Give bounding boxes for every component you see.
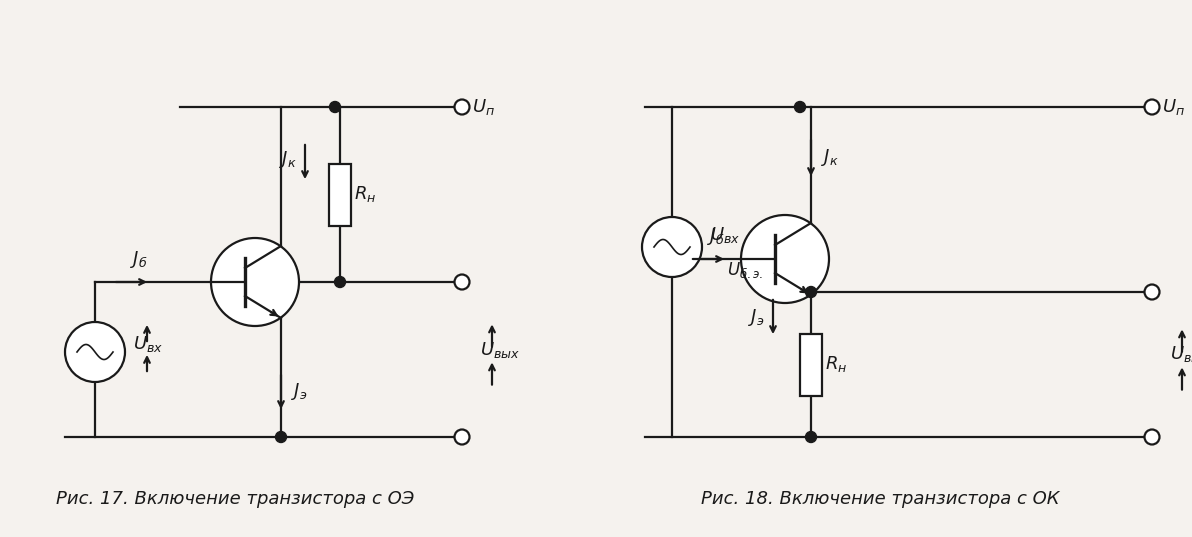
Text: $J_б$: $J_б$: [130, 249, 148, 270]
Circle shape: [806, 432, 817, 442]
Bar: [329, 163, 350, 226]
Text: Рис. 18. Включение транзистора с ОК: Рис. 18. Включение транзистора с ОК: [701, 490, 1060, 508]
Circle shape: [1144, 430, 1160, 445]
Circle shape: [454, 274, 470, 289]
Text: $U_{вх}$: $U_{вх}$: [710, 225, 740, 245]
Text: $U_{вых}$: $U_{вых}$: [480, 339, 520, 359]
Text: $J_э$: $J_э$: [291, 381, 308, 403]
Circle shape: [329, 101, 341, 112]
Text: $U_{вх}$: $U_{вх}$: [134, 334, 163, 354]
Circle shape: [741, 215, 828, 303]
Circle shape: [795, 101, 806, 112]
Text: $U_{б.э.}$: $U_{б.э.}$: [727, 260, 763, 280]
Text: $J_к$: $J_к$: [821, 147, 839, 168]
Circle shape: [454, 430, 470, 445]
Circle shape: [275, 432, 286, 442]
Text: $J_б$: $J_б$: [707, 226, 725, 247]
Bar: [800, 333, 822, 395]
Circle shape: [642, 217, 702, 277]
Circle shape: [335, 277, 346, 287]
Circle shape: [454, 99, 470, 114]
Circle shape: [66, 322, 125, 382]
Text: $J_к$: $J_к$: [279, 149, 297, 170]
Text: $R_н$: $R_н$: [825, 354, 848, 374]
Circle shape: [806, 287, 817, 297]
Text: $J_э$: $J_э$: [749, 307, 765, 328]
Text: $U_п$: $U_п$: [1162, 97, 1185, 117]
Circle shape: [1144, 99, 1160, 114]
Text: Рис. 17. Включение транзистора с ОЭ: Рис. 17. Включение транзистора с ОЭ: [56, 490, 414, 508]
Circle shape: [1144, 285, 1160, 300]
Circle shape: [211, 238, 299, 326]
Text: $R_н$: $R_н$: [354, 185, 377, 205]
Text: $U_{вых}$: $U_{вых}$: [1171, 345, 1192, 365]
Text: $U_п$: $U_п$: [472, 97, 495, 117]
